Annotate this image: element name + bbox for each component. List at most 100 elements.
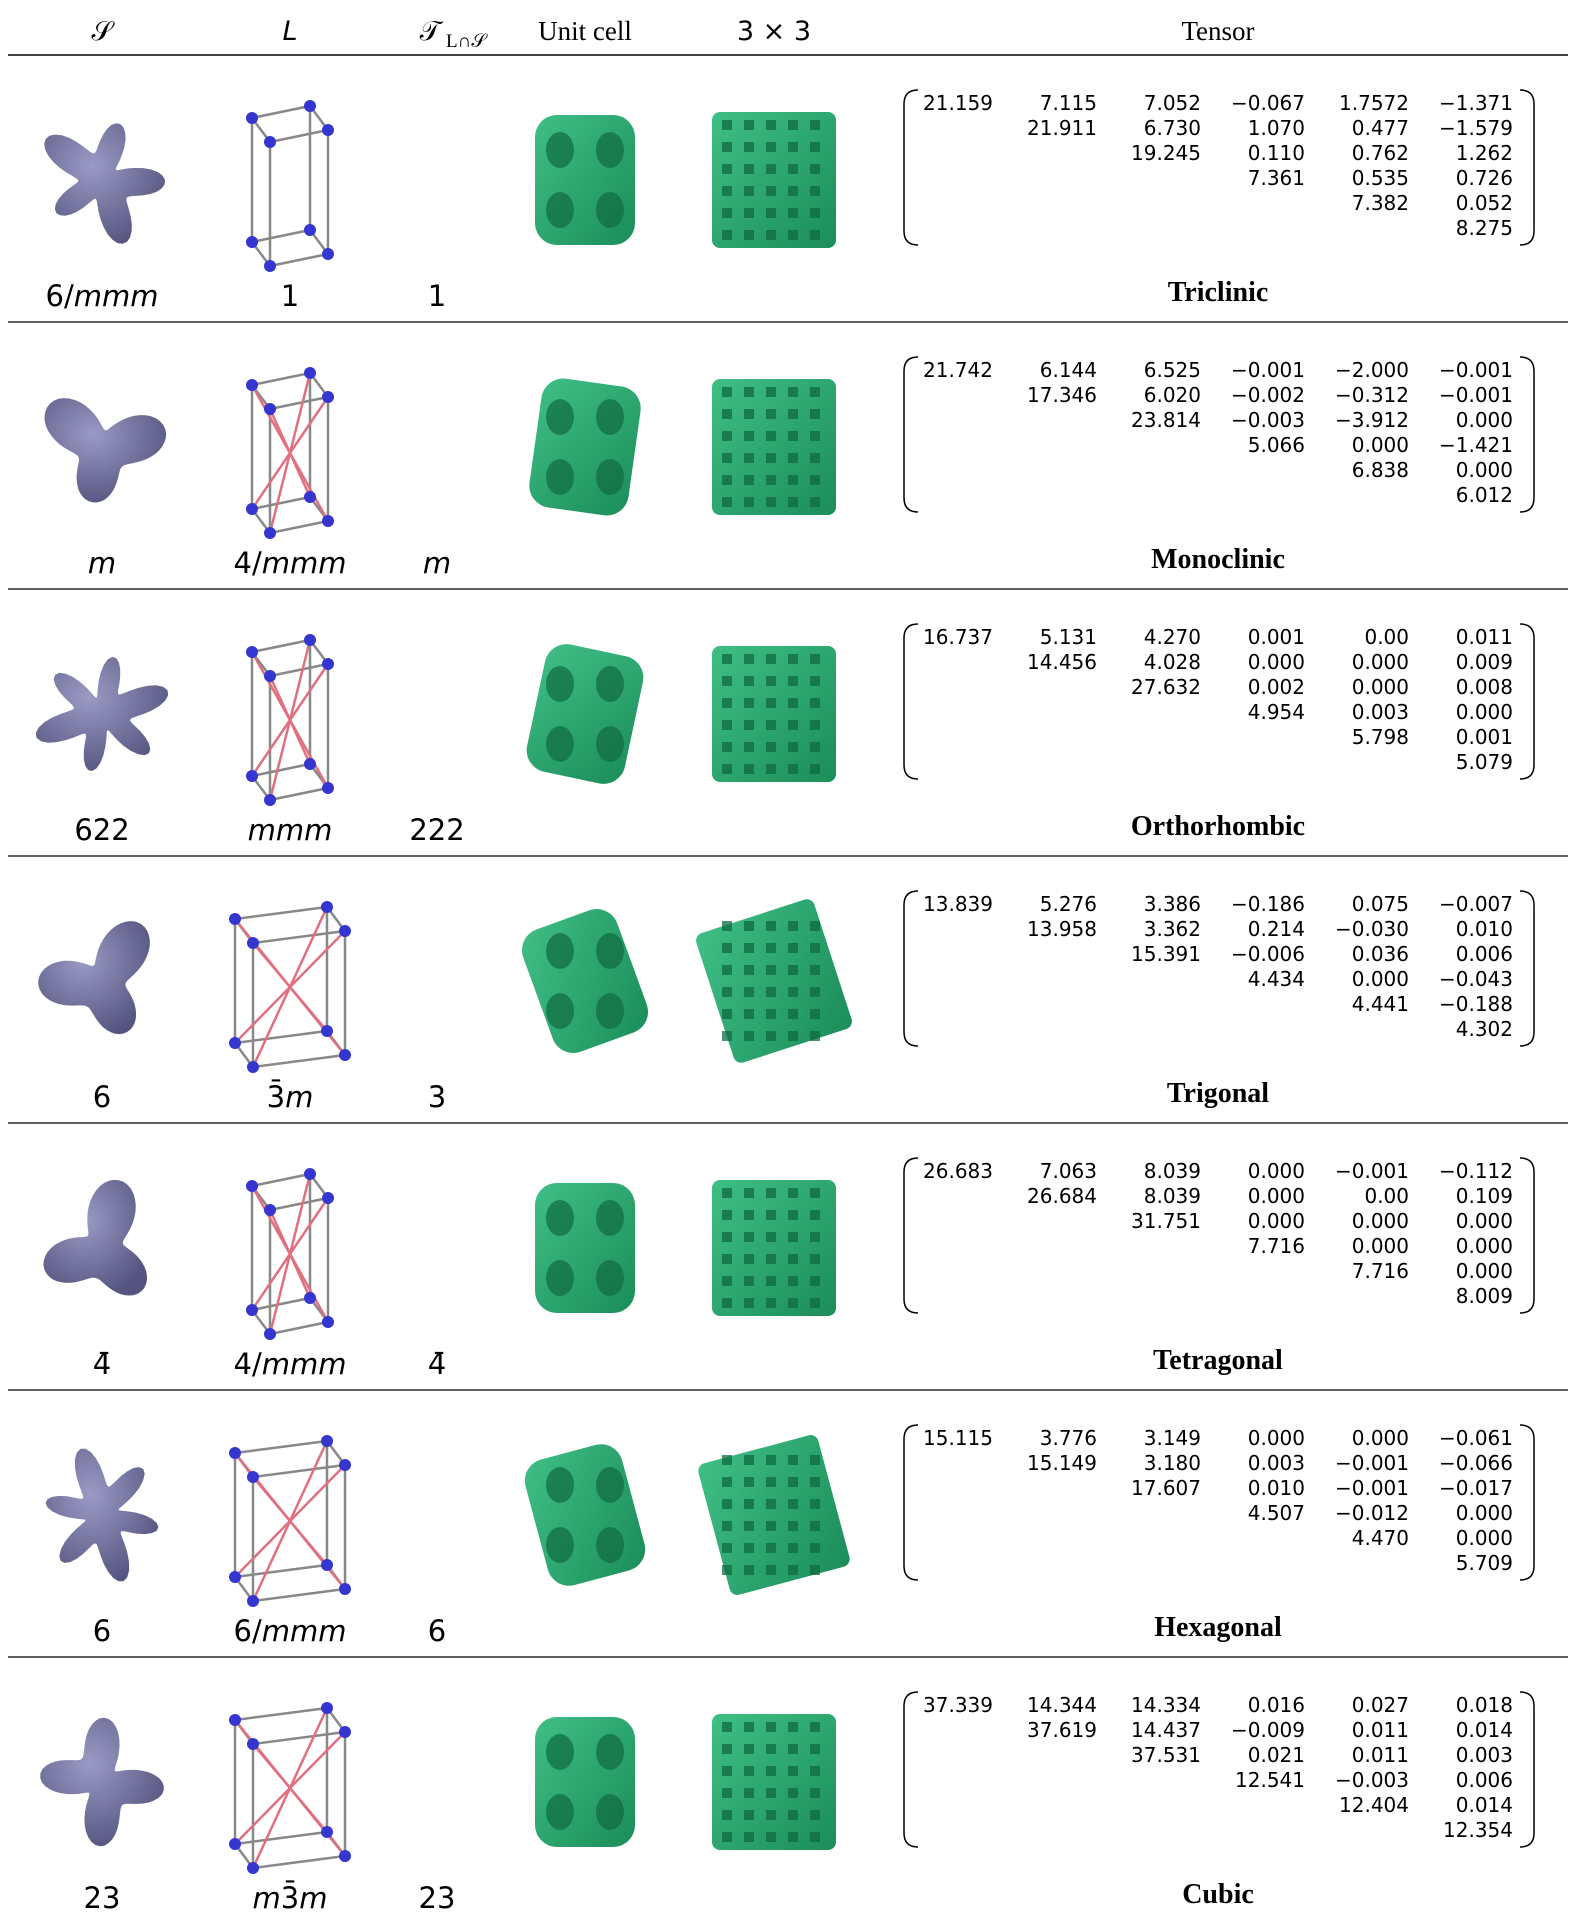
- unit-cell-hole: [596, 132, 624, 168]
- tiled-cell-hole: [744, 1744, 754, 1754]
- lattice-node: [246, 770, 258, 782]
- tiled-cell-hole: [810, 1477, 820, 1487]
- tiled-cell-hole: [810, 431, 820, 441]
- tiled-cell-hole: [744, 120, 754, 130]
- lattice-node: [321, 1826, 333, 1838]
- lattice-edge: [251, 104, 311, 120]
- tiled-cell-hole: [810, 1499, 820, 1509]
- lattice-node: [322, 782, 334, 794]
- lattice-edge: [234, 1029, 328, 1045]
- tensor-entry: 14.456: [1027, 650, 1097, 674]
- lattice-node: [322, 1316, 334, 1328]
- symmetry-label: m: [88, 546, 116, 580]
- tiled-cell-hole: [788, 921, 798, 931]
- tiled-cell-hole: [722, 1810, 732, 1820]
- tiled-cell-hole: [810, 764, 820, 774]
- tiled-cell-hole: [744, 987, 754, 997]
- lattice-node: [304, 1292, 316, 1304]
- tiled-cell-hole: [788, 965, 798, 975]
- tensor-entry: 0.000: [1456, 408, 1513, 432]
- lattice-node: [304, 491, 316, 503]
- tensor-entry: 12.404: [1339, 1793, 1409, 1817]
- tiled-cell-hole: [810, 409, 820, 419]
- tiled-cell-hole: [722, 164, 732, 174]
- tensor-entry: −1.579: [1439, 116, 1513, 140]
- tiled-cell-hole: [766, 1543, 776, 1553]
- tensor-entry: −2.000: [1335, 358, 1409, 382]
- lattice-node: [264, 136, 276, 148]
- lattice-node: [339, 1583, 351, 1595]
- tiled-cell-hole: [744, 1298, 754, 1308]
- tensor-entry: 5.079: [1456, 750, 1513, 774]
- tiled-cell-hole: [722, 1788, 732, 1798]
- tiled-cell-hole: [766, 742, 776, 752]
- tensor-entry: 0.075: [1352, 892, 1409, 916]
- tiled-cell-hole: [722, 943, 732, 953]
- tiled-cell-hole: [766, 1521, 776, 1531]
- tiled-cell-hole: [788, 142, 798, 152]
- symmetry-label: 1: [428, 279, 446, 313]
- crystal-system: Monoclinic: [1151, 544, 1285, 575]
- tensor-entry: 0.014: [1456, 1718, 1513, 1742]
- tiled-cell-hole: [810, 943, 820, 953]
- tiled-cell-hole: [788, 1298, 798, 1308]
- lattice-edge: [251, 495, 311, 511]
- lattice-edge: [269, 128, 329, 144]
- tiled-cell-hole: [788, 1832, 798, 1842]
- matrix-bracket: [903, 1157, 919, 1314]
- tiled-cell-hole: [810, 1521, 820, 1531]
- tensor-entry: 0.011: [1456, 625, 1513, 649]
- header-tensor: Tensor: [1181, 16, 1254, 46]
- tensor-entry: −1.371: [1439, 91, 1513, 115]
- tiled-cell: [712, 1180, 836, 1316]
- matrix-bracket: [1519, 356, 1535, 513]
- tensor-entry: 0.000: [1352, 1209, 1409, 1233]
- lattice: [246, 367, 334, 539]
- tensor-entry: 0.006: [1456, 1768, 1513, 1792]
- tiled-cell-hole: [788, 698, 798, 708]
- lattice-node: [304, 224, 316, 236]
- lattice-edge: [252, 1463, 346, 1479]
- tiled-cell-hole: [766, 764, 776, 774]
- tensor-entry: −0.186: [1231, 892, 1305, 916]
- tensor-entry: 6.144: [1040, 358, 1097, 382]
- tiled-cell-hole: [810, 720, 820, 730]
- tensor-entry: 0.000: [1352, 967, 1409, 991]
- tiled-cell-hole: [810, 1810, 820, 1820]
- tiled-cell-hole: [766, 431, 776, 441]
- lattice-edge: [234, 1830, 328, 1846]
- tensor-entry: 31.751: [1131, 1209, 1201, 1233]
- tiled-cell-hole: [788, 431, 798, 441]
- tensor-entry: 0.000: [1248, 1209, 1305, 1233]
- symmetry-label: 4̄: [93, 1347, 111, 1381]
- tiled-cell-hole: [788, 387, 798, 397]
- crystal-system: Hexagonal: [1154, 1612, 1282, 1643]
- tiled-cell-hole: [810, 1298, 820, 1308]
- tensor-entry: 12.541: [1235, 1768, 1305, 1792]
- symmetry-label: 6: [428, 1614, 446, 1648]
- unit-cell-hole: [546, 459, 574, 495]
- tiled-cell-hole: [722, 1722, 732, 1732]
- tensor-entry: 0.003: [1248, 1451, 1305, 1475]
- tensor-entry: 5.798: [1352, 725, 1409, 749]
- lattice-node: [264, 670, 276, 682]
- header-unit-cell: Unit cell: [538, 16, 632, 46]
- tensor-entry: 0.000: [1248, 1159, 1305, 1183]
- lattice-node: [246, 236, 258, 248]
- symmetry-shape: [44, 398, 167, 503]
- matrix-bracket: [1519, 890, 1535, 1047]
- tensor-entry: 0.214: [1248, 917, 1305, 941]
- tiled-cell-hole: [766, 164, 776, 174]
- tiled-cell-hole: [766, 943, 776, 953]
- tensor-entry: −0.006: [1231, 942, 1305, 966]
- tiled-cell-hole: [766, 186, 776, 196]
- tensor-entry: −0.017: [1439, 1476, 1513, 1500]
- symmetry-label: 222: [409, 813, 464, 847]
- tiled-cell-hole: [722, 1543, 732, 1553]
- lattice-edge: [269, 786, 329, 802]
- tiled-cell-hole: [744, 453, 754, 463]
- tiled-cell-hole: [744, 943, 754, 953]
- lattice-node: [247, 937, 259, 949]
- tiled-cell-hole: [722, 1477, 732, 1487]
- tensor-entry: 0.000: [1248, 1184, 1305, 1208]
